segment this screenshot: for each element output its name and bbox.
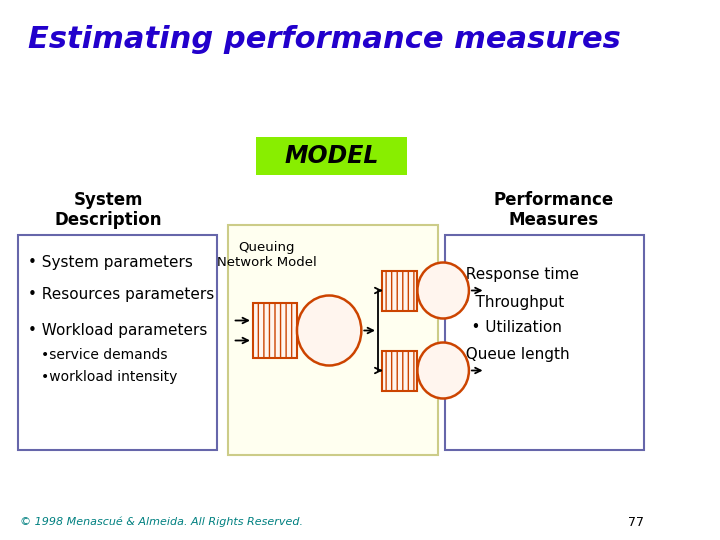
FancyBboxPatch shape xyxy=(228,225,438,455)
Bar xyxy=(253,303,297,358)
Ellipse shape xyxy=(418,342,469,399)
Text: • System parameters: • System parameters xyxy=(27,254,192,269)
Bar xyxy=(382,350,418,390)
Text: Queuing
Network Model: Queuing Network Model xyxy=(217,241,317,269)
Ellipse shape xyxy=(418,262,469,319)
Text: • Queue length: • Queue length xyxy=(452,347,570,361)
Text: • Response time: • Response time xyxy=(452,267,580,282)
FancyBboxPatch shape xyxy=(256,137,408,175)
Text: MODEL: MODEL xyxy=(284,144,379,168)
FancyBboxPatch shape xyxy=(19,235,217,450)
Text: •service demands: •service demands xyxy=(41,348,168,362)
Text: © 1998 Menascué & Almeida. All Rights Reserved.: © 1998 Menascué & Almeida. All Rights Re… xyxy=(20,517,303,527)
Text: Estimating performance measures: Estimating performance measures xyxy=(27,25,621,55)
Text: • Resources parameters: • Resources parameters xyxy=(27,287,214,302)
Text: •workload intensity: •workload intensity xyxy=(41,370,178,384)
FancyBboxPatch shape xyxy=(445,235,644,450)
Text: Performance
Measures: Performance Measures xyxy=(493,191,613,229)
Text: • Throughput: • Throughput xyxy=(452,294,564,309)
Bar xyxy=(382,271,418,310)
Text: • Workload parameters: • Workload parameters xyxy=(27,322,207,338)
Ellipse shape xyxy=(297,295,361,366)
Text: • Utilization: • Utilization xyxy=(452,321,562,335)
Text: 77: 77 xyxy=(628,516,644,529)
Text: System
Description: System Description xyxy=(55,191,162,229)
